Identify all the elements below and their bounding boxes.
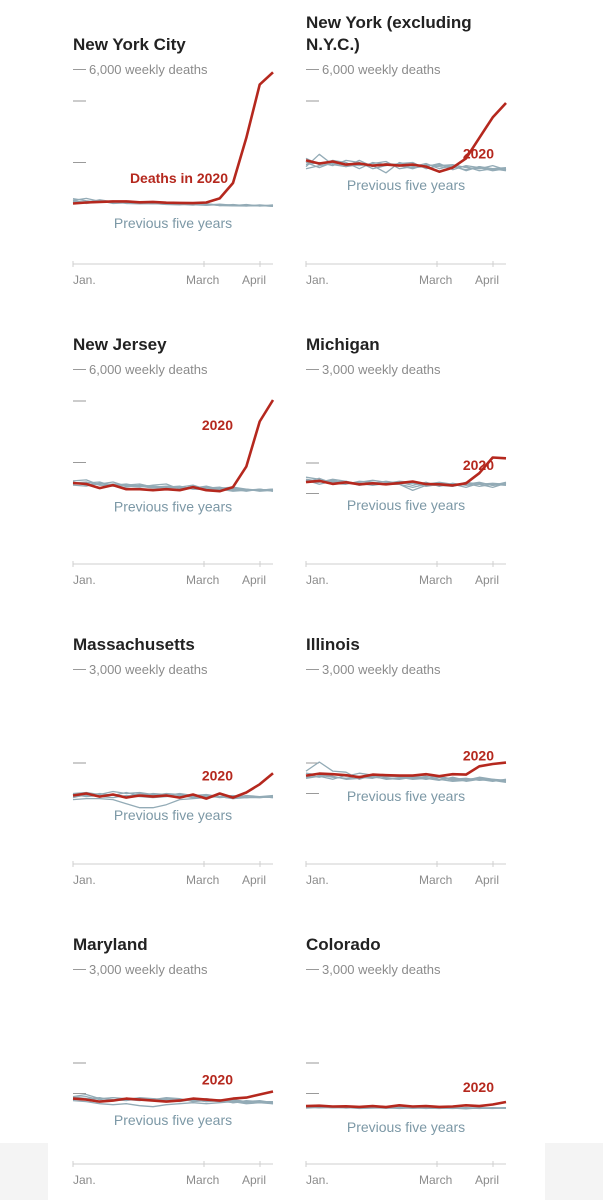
chart-title: New York (excluding N.Y.C.) [306,13,472,54]
chart-title: Massachusetts [73,635,195,654]
chart-panel-massachusetts: Massachusetts 3,000 weekly deaths Jan. Marc… [72,600,308,887]
series-line-previous-4 [72,482,274,492]
scale-label-text: 6,000 weekly deaths [89,362,208,377]
scale-label-text: 3,000 weekly deaths [89,962,208,977]
chart-title: Maryland [73,935,148,954]
scale-label-text: 6,000 weekly deaths [322,62,441,77]
plot-area: Jan. March April 2020 Previous five years [72,399,275,587]
plot-area: Jan. March April 2020 Previous five years [305,456,507,587]
series-line-2020 [305,102,507,173]
series-label-previous-years: Previous five years [114,1112,232,1128]
x-tick-label: Jan. [73,573,96,587]
series-label-previous-years: Previous five years [347,788,465,804]
x-tick-label: March [419,273,452,287]
x-tick-label: April [475,573,499,587]
scale-label: 3,000 weekly deaths [73,962,208,977]
series-label-2020: 2020 [202,1072,233,1088]
plot-area: Jan. March April 2020 Previous five years [72,1062,274,1187]
scale-label: 6,000 weekly deaths [73,362,208,377]
series-label-previous-years: Previous five years [347,497,465,513]
scale-label: 3,000 weekly deaths [306,662,441,677]
series-line-2020 [72,71,274,205]
scale-dash-icon [306,369,319,371]
chart-title: New Jersey [73,335,167,354]
chart-title: Michigan [306,335,380,354]
series-label-previous-years: Previous five years [347,1119,465,1135]
footer-card [48,1143,545,1200]
x-tick-label: April [242,573,266,587]
plot-area: Jan. March April 2020 Previous five years [305,748,507,887]
scale-dash-icon [73,369,86,371]
scale-label-text: 3,000 weekly deaths [322,362,441,377]
scale-dash-icon [306,969,319,971]
series-line-previous-5 [305,773,507,783]
x-tick-label: April [475,273,499,287]
chart-title: Colorado [306,935,381,954]
chart-title: Illinois [306,635,360,654]
chart-panel-colorado: Colorado 3,000 weekly deaths Jan. March Apri… [305,900,541,1187]
x-tick-label: April [475,1173,499,1187]
chart-panel-new-jersey: New Jersey 6,000 weekly deaths Jan. March Ap… [72,300,308,587]
series-label-2020: 2020 [463,146,494,162]
x-tick-label: March [186,873,219,887]
scale-dash-icon [73,669,86,671]
scale-label-text: 3,000 weekly deaths [322,662,441,677]
chart-panel-michigan: Michigan 3,000 weekly deaths Jan. March Apri… [305,300,541,587]
x-tick-label: March [419,573,452,587]
x-tick-label: March [186,273,219,287]
chart-panel-new-york-city: New York City 6,000 weekly deaths Jan. Marc… [72,0,308,287]
plot-area: Jan. March April Deaths in 2020 Previous fiv… [72,71,274,287]
scale-label: 3,000 weekly deaths [306,962,441,977]
plot-area: Jan. March April 2020 Previous five years [305,100,507,287]
series-label-2020: 2020 [202,768,233,784]
series-label-previous-years: Previous five years [114,499,232,515]
series-label-previous-years: Previous five years [347,177,465,193]
series-label-2020: Deaths in 2020 [130,170,228,186]
series-label-2020: 2020 [463,1079,494,1095]
series-line-2020 [305,456,507,487]
x-tick-label: March [419,1173,452,1187]
series-label-2020: 2020 [463,457,494,473]
x-tick-label: April [242,273,266,287]
x-tick-label: Jan. [73,273,96,287]
series-line-2020 [305,761,507,779]
x-tick-label: Jan. [306,1173,329,1187]
series-line-2020 [72,399,275,493]
scale-label: 6,000 weekly deaths [73,62,208,77]
scale-label: 3,000 weekly deaths [306,362,441,377]
chart-panel-new-york-excluding-n-y-c: New York (excluding N.Y.C.) 6,000 weekly … [305,0,541,287]
scale-dash-icon [306,69,319,71]
chart-panel-illinois: Illinois 3,000 weekly deaths Jan. March Apri… [305,600,541,887]
x-tick-label: Jan. [306,273,329,287]
plot-area: Jan. March April 2020 Previous five years [72,762,274,887]
scale-dash-icon [73,969,86,971]
series-line-2020 [72,772,274,800]
x-tick-label: April [242,873,266,887]
x-tick-label: Jan. [306,573,329,587]
scale-label-text: 3,000 weekly deaths [89,662,208,677]
scale-label-text: 6,000 weekly deaths [89,62,208,77]
scale-label-text: 3,000 weekly deaths [322,962,441,977]
x-tick-label: March [419,873,452,887]
scale-dash-icon [306,669,319,671]
x-tick-label: Jan. [73,873,96,887]
x-tick-label: April [475,873,499,887]
series-label-previous-years: Previous five years [114,807,232,823]
series-line-2020 [305,1100,507,1109]
series-label-previous-years: Previous five years [114,215,232,231]
scale-dash-icon [73,69,86,71]
x-tick-label: March [186,573,219,587]
chart-panel-maryland: Maryland 3,000 weekly deaths Jan. March Apri… [72,900,308,1187]
series-line-2020 [72,1090,274,1103]
x-tick-label: March [186,1173,219,1187]
series-label-2020: 2020 [202,417,233,433]
chart-title: New York City [73,35,186,54]
x-tick-label: Jan. [306,873,329,887]
series-label-2020: 2020 [463,748,494,764]
x-tick-label: Jan. [73,1173,96,1187]
scale-label: 3,000 weekly deaths [73,662,208,677]
plot-area: Jan. March April 2020 Previous five years [305,1062,507,1187]
x-tick-label: April [242,1173,266,1187]
scale-label: 6,000 weekly deaths [306,62,441,77]
